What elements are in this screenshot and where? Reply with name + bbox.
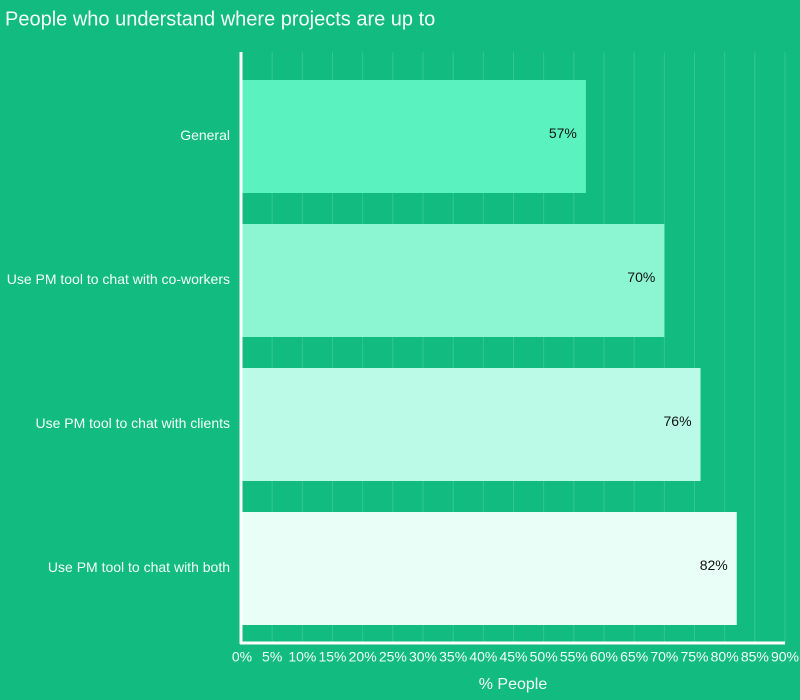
x-tick-label: 50% (530, 649, 558, 665)
chart-title: People who understand where projects are… (5, 8, 435, 30)
x-tick-label: 45% (499, 649, 527, 665)
x-tick-label: 55% (560, 649, 588, 665)
x-tick-label: 35% (439, 649, 467, 665)
bar (242, 80, 586, 193)
x-tick-label: 90% (771, 649, 799, 665)
y-tick-label: General (180, 127, 230, 143)
x-tick-label: 30% (409, 649, 437, 665)
x-tick-label: 40% (469, 649, 497, 665)
value-label: 76% (664, 413, 692, 429)
x-tick-label: 20% (349, 649, 377, 665)
value-label: 82% (700, 557, 728, 573)
bar (242, 224, 665, 337)
y-tick-label: Use PM tool to chat with clients (35, 415, 230, 431)
x-tick-label: 80% (711, 649, 739, 665)
x-tick-label: 10% (288, 649, 316, 665)
x-tick-label: 0% (232, 649, 252, 665)
value-label: 70% (627, 269, 655, 285)
x-tick-label: 5% (262, 649, 282, 665)
value-label: 57% (549, 125, 577, 141)
x-tick-label: 75% (680, 649, 708, 665)
y-tick-label: Use PM tool to chat with both (48, 559, 230, 575)
x-tick-label: 85% (741, 649, 769, 665)
bar (242, 368, 701, 481)
x-tick-label: 15% (318, 649, 346, 665)
x-axis-label: % People (479, 676, 548, 693)
bar (242, 512, 737, 625)
x-tick-label: 25% (379, 649, 407, 665)
x-tick-label: 60% (590, 649, 618, 665)
x-tick-label: 65% (620, 649, 648, 665)
y-tick-label: Use PM tool to chat with co-workers (7, 271, 230, 287)
x-tick-label: 70% (650, 649, 678, 665)
